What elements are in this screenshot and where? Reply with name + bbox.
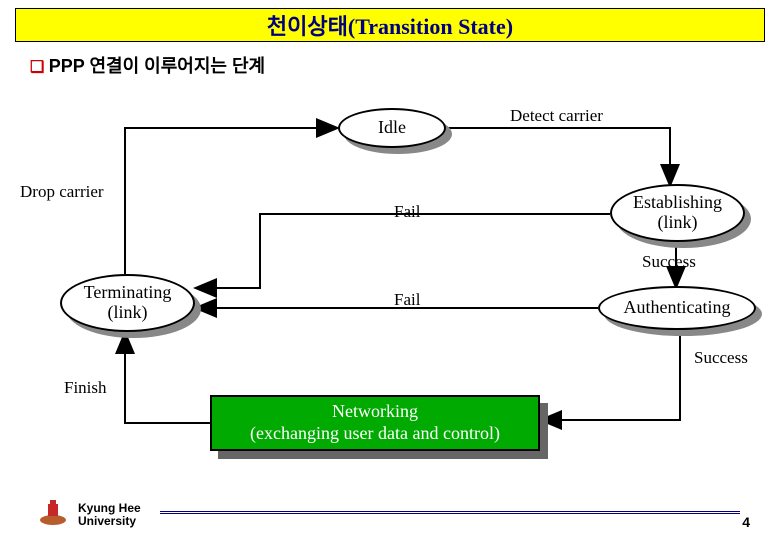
subtitle: PPP 연결이 이루어지는 단계	[30, 52, 265, 78]
node-label: Networking (exchanging user data and con…	[250, 401, 500, 444]
footer-org: Kyung Hee University	[78, 502, 141, 528]
transition-diagram: Idle Establishing (link) Authenticating …	[0, 88, 780, 478]
footer-org-line1: Kyung Hee	[78, 502, 141, 515]
node-terminating: Terminating (link)	[60, 274, 195, 332]
university-logo-icon	[38, 500, 68, 526]
node-networking: Networking (exchanging user data and con…	[210, 395, 540, 451]
edge-label-finish: Finish	[64, 378, 107, 398]
edge-label-success-1: Success	[642, 252, 696, 272]
node-label: Establishing (link)	[633, 193, 722, 233]
node-idle: Idle	[338, 108, 446, 148]
footer-divider	[160, 511, 740, 514]
title-bar: 천이상태(Transition State)	[15, 8, 765, 42]
footer-org-line2: University	[78, 515, 141, 528]
node-label: Authenticating	[624, 298, 731, 318]
node-establishing: Establishing (link)	[610, 184, 745, 242]
edge-label-drop-carrier: Drop carrier	[20, 182, 104, 202]
page-title: 천이상태(Transition State)	[267, 9, 513, 41]
edge-label-fail-2: Fail	[394, 290, 420, 310]
node-authenticating: Authenticating	[598, 286, 756, 330]
footer: Kyung Hee University 4	[0, 492, 780, 532]
edge-label-fail-1: Fail	[394, 202, 420, 222]
page-number: 4	[742, 514, 750, 530]
edge-label-success-2: Success	[694, 348, 748, 368]
node-label: Terminating (link)	[84, 283, 172, 323]
node-label: Idle	[378, 118, 406, 138]
edge-label-detect-carrier: Detect carrier	[510, 106, 603, 126]
